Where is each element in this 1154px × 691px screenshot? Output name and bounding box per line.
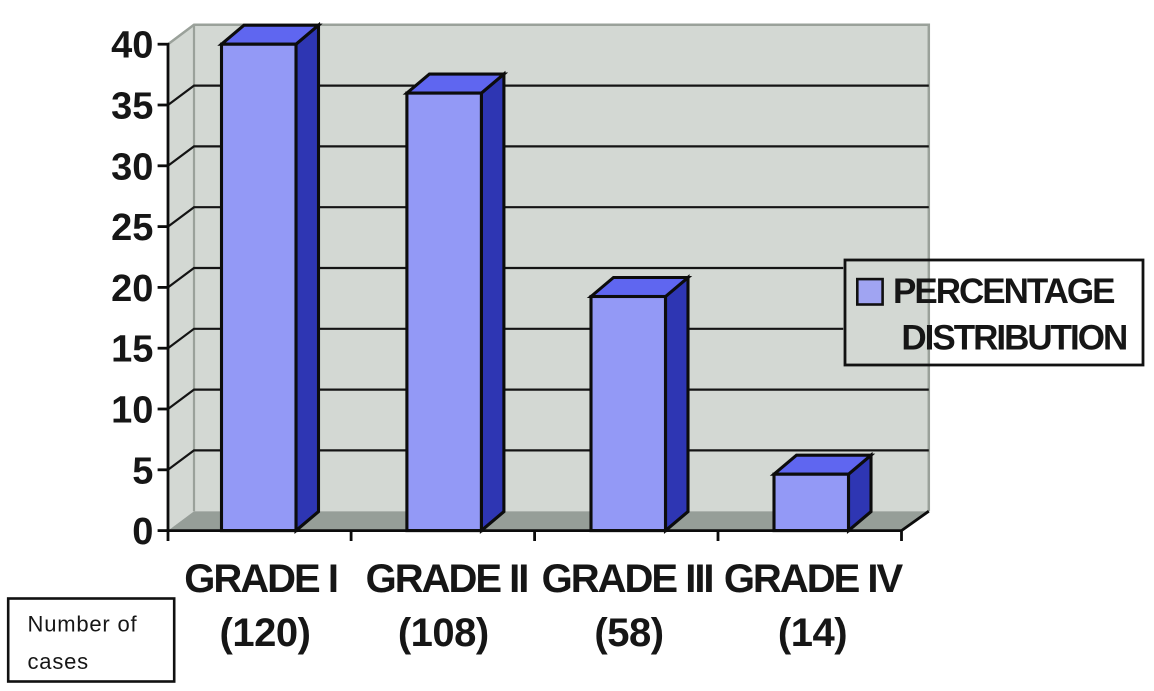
svg-text:cases: cases [28, 649, 89, 674]
svg-text:(120): (120) [220, 611, 311, 655]
svg-text:25: 25 [111, 207, 153, 249]
svg-text:GRADE IV: GRADE IV [724, 557, 904, 601]
svg-text:GRADE III: GRADE III [542, 557, 713, 601]
svg-text:20: 20 [111, 268, 153, 310]
svg-text:DISTRIBUTION: DISTRIBUTION [901, 319, 1126, 358]
svg-text:5: 5 [132, 450, 153, 492]
svg-text:Number of: Number of [28, 612, 138, 637]
svg-text:0: 0 [132, 511, 153, 553]
svg-text:(14): (14) [778, 611, 847, 655]
svg-text:15: 15 [111, 329, 153, 371]
svg-text:GRADE II: GRADE II [366, 557, 528, 601]
svg-text:GRADE I: GRADE I [184, 557, 337, 601]
svg-text:30: 30 [111, 146, 153, 188]
svg-text:(58): (58) [594, 611, 663, 655]
svg-text:40: 40 [111, 25, 153, 67]
svg-text:(108): (108) [398, 611, 489, 655]
svg-text:PERCENTAGE: PERCENTAGE [893, 272, 1114, 311]
svg-text:35: 35 [111, 86, 153, 128]
svg-text:10: 10 [111, 390, 153, 432]
